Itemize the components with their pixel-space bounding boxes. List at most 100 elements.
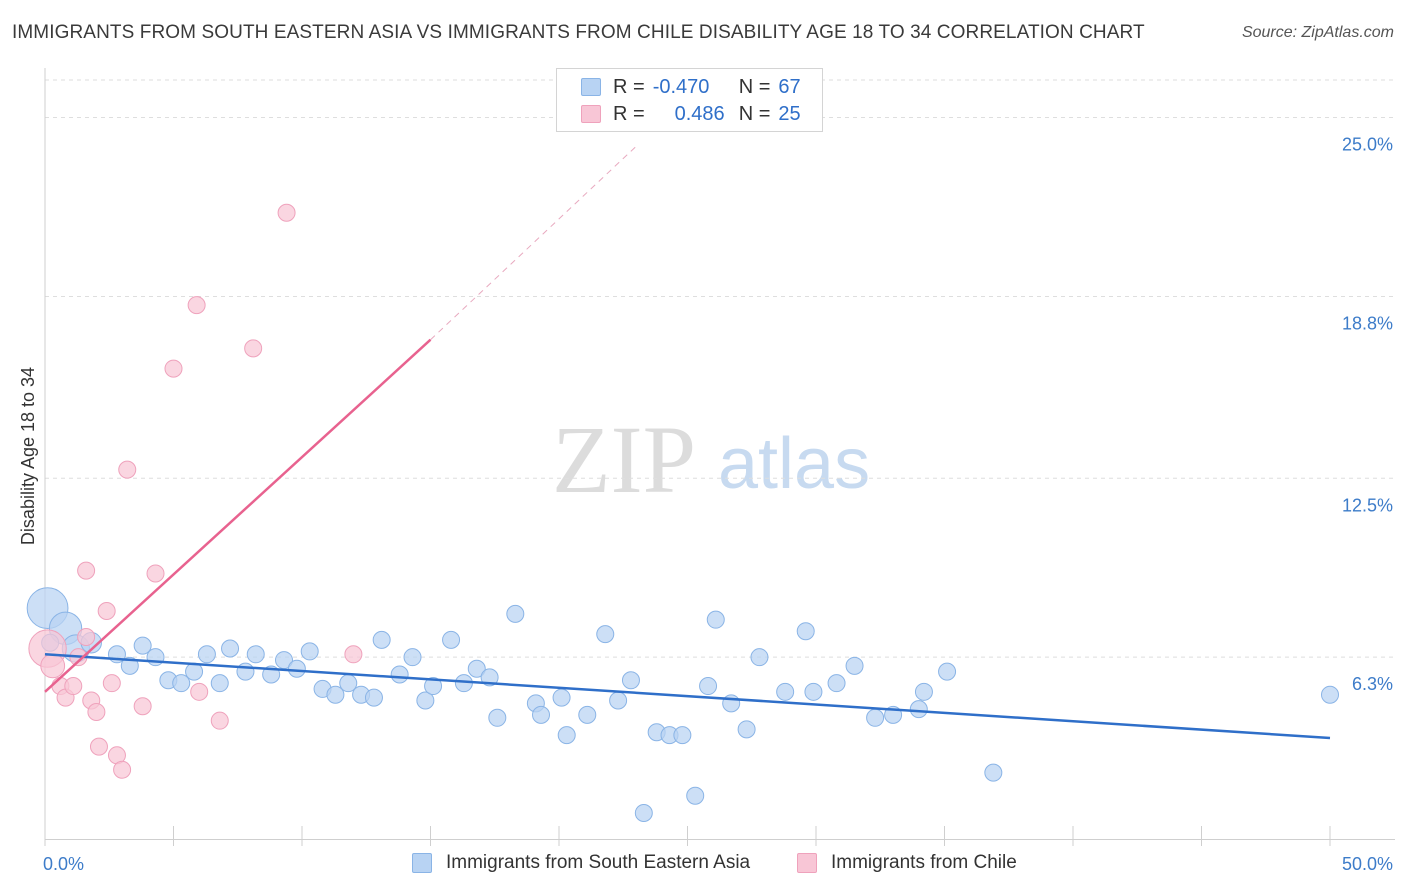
- data-point: [364, 688, 383, 707]
- data-point: [210, 711, 229, 730]
- series1-swatch: [581, 78, 601, 96]
- y-tick-labels: 6.3% 12.5% 18.8% 25.0%: [1342, 135, 1393, 695]
- data-point: [596, 625, 615, 644]
- data-point: [221, 639, 240, 658]
- stats-legend: R = -0.470 N = 67 R = 0.486 N = 25: [556, 68, 823, 132]
- x-tick-labels: 0.0% 50.0%: [43, 854, 1393, 874]
- data-point: [442, 630, 461, 649]
- chart-title: IMMIGRANTS FROM SOUTH EASTERN ASIA VS IM…: [12, 22, 1145, 43]
- data-point: [480, 668, 499, 687]
- y-axis-label: Disability Age 18 to 34: [18, 367, 38, 545]
- data-point: [984, 763, 1003, 782]
- data-point: [866, 708, 885, 727]
- trend-lines: [44, 146, 1331, 740]
- r-value: 0.486: [674, 102, 725, 125]
- data-point: [506, 604, 525, 623]
- data-point: [287, 659, 306, 678]
- data-point: [300, 642, 319, 661]
- data-point: [133, 636, 152, 655]
- data-point: [164, 359, 183, 378]
- data-point: [277, 203, 296, 222]
- data-point: [246, 645, 265, 664]
- data-point: [416, 691, 435, 710]
- data-point: [120, 656, 139, 675]
- data-point: [914, 682, 933, 701]
- series-south-eastern-asia-points: [26, 587, 1339, 823]
- data-point: [938, 662, 957, 681]
- x-tick-label: 0.0%: [43, 854, 84, 874]
- data-point: [609, 691, 628, 710]
- legend-label: Immigrants from South Eastern Asia: [446, 852, 751, 873]
- stats-legend-row-2: R = 0.486 N = 25: [581, 101, 801, 127]
- n-value: 25: [778, 102, 801, 125]
- data-point: [552, 688, 571, 707]
- data-point: [737, 720, 756, 739]
- axes: [44, 68, 1395, 846]
- series-legend: Immigrants from South Eastern Asia Immig…: [0, 852, 1406, 878]
- watermark-atlas: atlas: [718, 424, 870, 504]
- data-point: [77, 561, 96, 580]
- data-point: [118, 460, 137, 479]
- data-point: [77, 627, 96, 646]
- data-point: [403, 648, 422, 667]
- r-label: R =: [613, 75, 645, 98]
- y-tick-label: 18.8%: [1342, 313, 1393, 333]
- data-point: [467, 659, 486, 678]
- data-point: [187, 296, 206, 315]
- data-point: [89, 737, 108, 756]
- data-point: [185, 662, 204, 681]
- legend-item-chile: Immigrants from Chile: [797, 852, 1017, 874]
- stats-legend-row-1: R = -0.470 N = 67: [581, 74, 801, 100]
- x-tick-label: 50.0%: [1342, 854, 1393, 874]
- data-point: [634, 804, 653, 823]
- data-point: [796, 622, 815, 641]
- y-tick-label: 12.5%: [1342, 495, 1393, 515]
- data-point: [133, 697, 152, 716]
- data-point: [750, 648, 769, 667]
- data-point: [64, 677, 83, 696]
- r-value: -0.470: [652, 75, 710, 98]
- data-point: [845, 656, 864, 675]
- n-label: N =: [738, 75, 771, 98]
- data-point: [236, 662, 255, 681]
- legend-item-south-eastern-asia: Immigrants from South Eastern Asia: [412, 852, 750, 874]
- source-credit: Source: ZipAtlas.com: [1241, 24, 1394, 41]
- trend-line-chile-extension: [430, 146, 637, 341]
- data-point: [776, 682, 795, 701]
- gridlines: [45, 79, 1395, 658]
- data-point: [909, 700, 928, 719]
- data-point: [1321, 685, 1339, 704]
- data-point: [673, 726, 692, 745]
- series-chile-points: [28, 203, 363, 779]
- data-point: [190, 682, 209, 701]
- legend-label: Immigrants from Chile: [831, 852, 1017, 873]
- data-point: [390, 665, 409, 684]
- data-point: [827, 674, 846, 693]
- data-point: [699, 677, 718, 696]
- data-point: [344, 645, 363, 664]
- data-point: [172, 674, 191, 693]
- data-point: [102, 674, 121, 693]
- data-point: [244, 339, 263, 358]
- trend-line-chile: [44, 338, 432, 693]
- data-point: [40, 653, 66, 679]
- data-point: [197, 645, 216, 664]
- n-value: 67: [778, 75, 801, 98]
- series2-swatch: [581, 105, 601, 123]
- data-point: [113, 760, 132, 779]
- data-point: [706, 610, 725, 629]
- data-point: [372, 630, 391, 649]
- r-label: R =: [613, 102, 645, 125]
- data-point: [424, 677, 443, 696]
- data-point: [210, 674, 229, 693]
- data-point: [97, 602, 116, 621]
- data-point: [87, 703, 106, 722]
- legend-swatch-blue: [412, 853, 432, 873]
- n-label: N =: [738, 102, 771, 125]
- data-point: [275, 651, 294, 670]
- data-point: [488, 708, 507, 727]
- data-point: [621, 671, 640, 690]
- y-tick-label: 25.0%: [1342, 135, 1393, 155]
- data-point: [686, 786, 705, 805]
